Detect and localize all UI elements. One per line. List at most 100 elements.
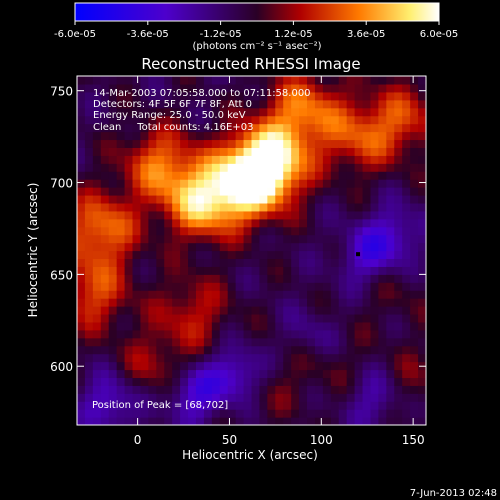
heatmap-cell [180, 401, 189, 410]
heatmap-cell [148, 385, 157, 394]
heatmap-cell [156, 361, 165, 371]
heatmap-cell [211, 210, 221, 220]
heatmap-cell [77, 123, 86, 133]
heatmap-cell [354, 313, 364, 323]
heatmap-cell [100, 337, 110, 347]
heatmap-cell [259, 194, 268, 204]
heatmap-cell [275, 91, 284, 101]
heatmap-cell [148, 321, 157, 331]
heatmap-cell [156, 337, 165, 347]
heatmap-cell [314, 179, 324, 188]
annotation-energy-range: Energy Range: 25.0 - 50.0 keV [93, 110, 246, 121]
heatmap-cell [259, 99, 268, 109]
heatmap-cell [84, 107, 94, 117]
heatmap-cell [92, 234, 102, 244]
heatmap-cell [243, 107, 253, 117]
heatmap-cell [124, 139, 134, 148]
heatmap-cell [259, 242, 268, 252]
heatmap-cell [211, 306, 221, 315]
heatmap-cell [259, 218, 268, 228]
heatmap-cell [322, 274, 332, 283]
heatmap-cell [299, 171, 308, 180]
heatmap-cell [283, 313, 292, 323]
heatmap-cell [243, 290, 253, 299]
heatmap-cell [219, 99, 229, 109]
heatmap-cell [84, 187, 94, 196]
heatmap-cell [354, 226, 364, 236]
heatmap-cell [108, 321, 118, 331]
heatmap-cell [410, 218, 419, 228]
heatmap-cell [140, 194, 149, 204]
heatmap-cell [100, 298, 110, 307]
heatmap-cell [235, 171, 245, 180]
heatmap-cell [394, 187, 403, 196]
heatmap-cell [156, 242, 165, 252]
heatmap-cell [275, 361, 284, 371]
heatmap-cell [378, 337, 387, 347]
heatmap-cell [84, 393, 94, 402]
heatmap-cell [219, 147, 229, 156]
heatmap-cell [338, 306, 348, 315]
heatmap-cell [100, 115, 110, 125]
heatmap-cell [299, 202, 308, 212]
heatmap-cell [259, 329, 268, 339]
heatmap-cell [84, 345, 94, 355]
heatmap-cell [259, 187, 268, 196]
heatmap-cell [203, 361, 213, 371]
heatmap-cell [283, 250, 292, 260]
heatmap-cell [330, 76, 340, 85]
heatmap-cell [84, 115, 94, 125]
heatmap-cell [330, 250, 340, 260]
heatmap-cell [195, 393, 205, 402]
heatmap-cell [108, 91, 118, 101]
heatmap-cell [235, 345, 245, 355]
heatmap-cell [84, 298, 94, 307]
heatmap-cell [116, 171, 126, 180]
heatmap-cell [346, 210, 356, 220]
heatmap-cell [370, 242, 380, 252]
heatmap-cell [132, 139, 142, 148]
heatmap-cell [219, 393, 229, 402]
heatmap-cell [172, 155, 181, 164]
heatmap-cell [330, 401, 340, 410]
heatmap-cell [307, 306, 316, 315]
heatmap-cell [140, 179, 149, 188]
heatmap-cell [219, 258, 229, 267]
heatmap-cell [402, 329, 411, 339]
heatmap-cell [148, 99, 157, 109]
heatmap-cell [148, 202, 157, 212]
heatmap-cell [378, 353, 387, 363]
heatmap-cell [77, 187, 86, 196]
heatmap-cell [402, 171, 411, 180]
heatmap-cell [132, 171, 142, 180]
heatmap-cell [148, 337, 157, 347]
heatmap-cell [100, 306, 110, 315]
heatmap-cell [132, 91, 142, 101]
heatmap-cell [314, 377, 324, 386]
heatmap-cell [92, 361, 102, 371]
heatmap-cell [235, 290, 245, 299]
heatmap-cell [394, 171, 403, 180]
heatmap-cell [180, 313, 189, 323]
heatmap-cell [307, 369, 316, 379]
heatmap-cell [227, 274, 237, 283]
heatmap-cell [275, 234, 284, 244]
heatmap-cell [172, 345, 181, 355]
heatmap-cell [211, 329, 221, 339]
heatmap-cell [299, 147, 308, 156]
heatmap-cell [418, 329, 426, 339]
heatmap-cell [172, 194, 181, 204]
heatmap-cell [84, 83, 94, 93]
heatmap-cell [251, 202, 261, 212]
heatmap-cell [219, 210, 229, 220]
heatmap-cell [251, 76, 261, 85]
heatmap-cell [77, 385, 86, 394]
heatmap-cell [140, 76, 149, 85]
heatmap-cell [211, 76, 221, 85]
heatmap-cell [227, 99, 237, 109]
heatmap-cell [227, 369, 237, 379]
heatmap-cell [338, 163, 348, 172]
heatmap-cell [378, 99, 387, 109]
heatmap-cell [132, 361, 142, 371]
heatmap-cell [314, 313, 324, 323]
